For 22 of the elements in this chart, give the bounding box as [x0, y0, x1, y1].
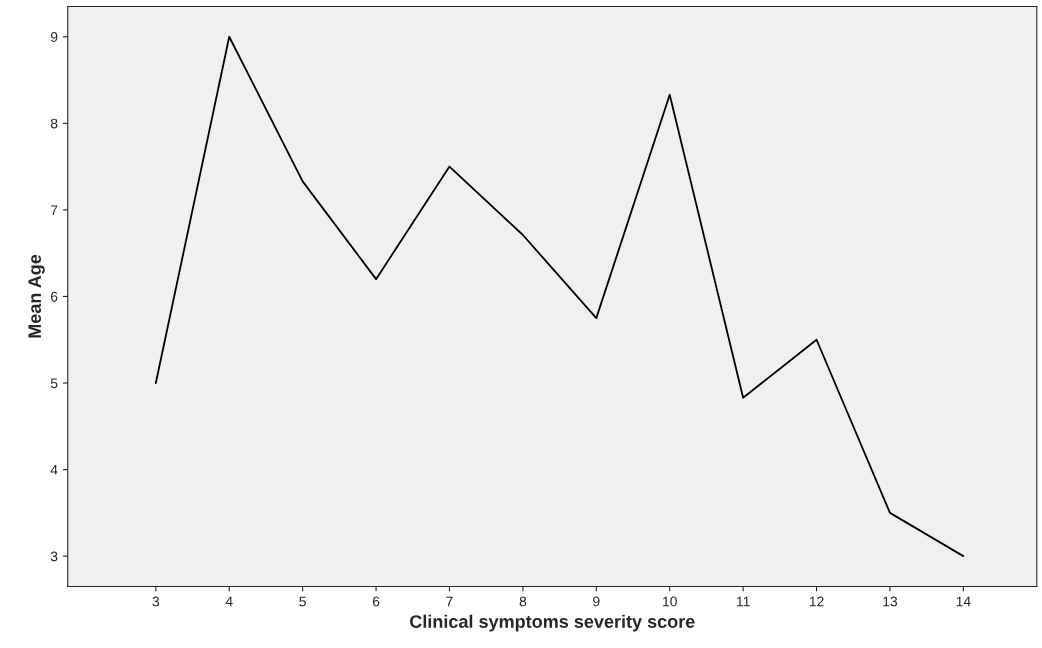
x-tick-label: 3 — [152, 596, 160, 607]
x-tick-label: 13 — [883, 596, 898, 607]
x-tick-label: 9 — [593, 596, 600, 607]
x-tick-label: 8 — [519, 596, 527, 607]
x-tick-label: 14 — [956, 596, 971, 607]
y-tick-label: 4 — [50, 465, 58, 475]
y-tick-label: 5 — [50, 378, 58, 389]
y-axis-title: Mean Age — [28, 254, 45, 338]
x-tick-label: 6 — [372, 596, 380, 607]
x-tick-label: 12 — [809, 596, 824, 607]
y-tick-label: 9 — [50, 32, 58, 42]
y-tick-label: 7 — [51, 205, 58, 215]
x-tick-label: 5 — [299, 596, 306, 607]
y-tick-label: 8 — [50, 118, 58, 129]
x-tick-label: 4 — [225, 596, 233, 607]
y-tick-label: 3 — [50, 551, 58, 562]
x-tick-label: 11 — [736, 596, 750, 607]
x-tick-label: 10 — [663, 596, 677, 607]
x-tick-label: 7 — [446, 596, 453, 607]
line-series — [154, 35, 965, 558]
x-axis-title: Clinical symptoms severity score — [410, 614, 695, 632]
y-tick-label: 6 — [50, 291, 58, 302]
